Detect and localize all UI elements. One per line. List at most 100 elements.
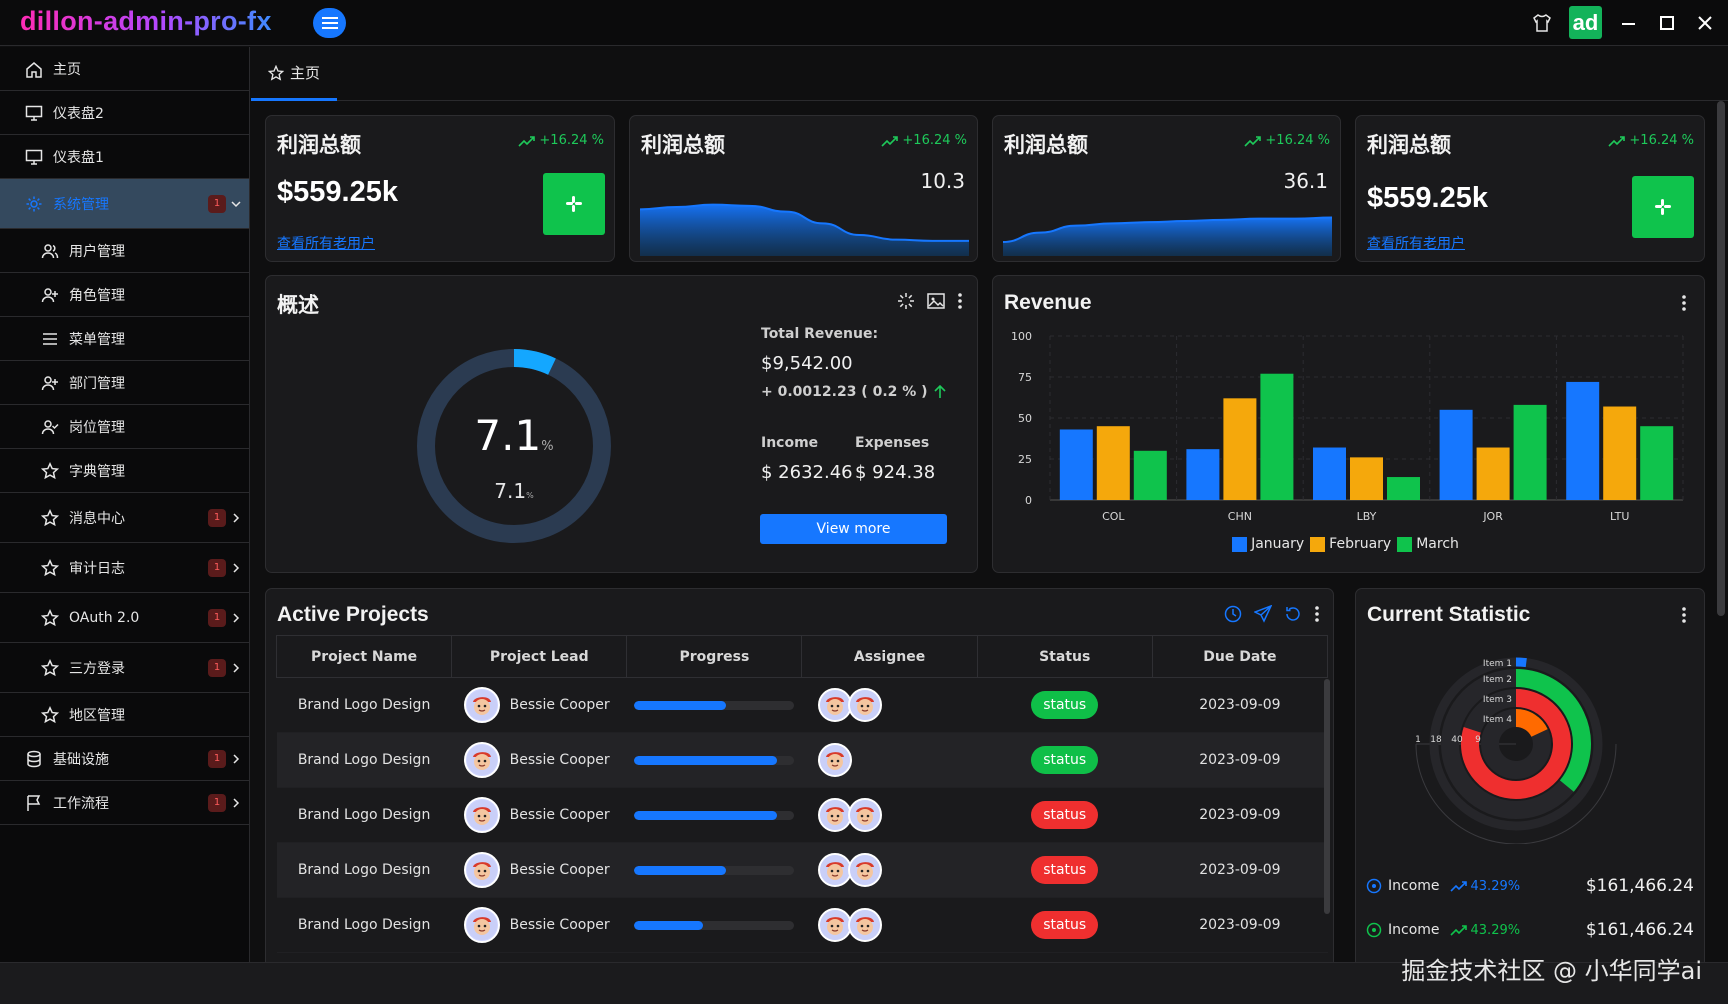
assignee-avatar[interactable] [817,908,852,942]
chevron-right-icon[interactable] [230,662,242,674]
due-date-cell: 2023-09-09 [1152,897,1328,953]
table-row[interactable]: Brand Logo Design Bessie Cooper status 2023… [276,787,1328,843]
assignee-avatar[interactable] [817,688,852,722]
sidebar-item-1[interactable]: 仪表盘2 [0,91,249,135]
status-badge[interactable]: status [1031,691,1099,719]
slack-icon-box[interactable] [543,173,605,235]
clock-icon[interactable] [1224,605,1242,623]
x-tick-label: LTU [1610,510,1629,523]
sidebar-item-7[interactable]: 部门管理 [0,361,249,405]
assignee-avatar[interactable] [817,743,852,777]
assignee-avatar[interactable] [847,908,882,942]
chevron-right-icon[interactable] [230,753,242,765]
status-badge[interactable]: status [1031,801,1099,829]
page-scrollbar[interactable] [1717,101,1725,616]
assignee-cell [801,842,978,898]
assignee-avatar[interactable] [817,798,852,832]
view-old-users-link[interactable]: 查看所有老用户 [277,236,375,252]
sidebar-item-3[interactable]: 系统管理 1 [0,179,249,229]
progress-bar [634,700,795,710]
gear-icon [25,195,43,213]
menu-toggle-button[interactable] [313,8,346,38]
sidebar-item-8[interactable]: 岗位管理 [0,405,249,449]
status-badge[interactable]: status [1031,746,1099,774]
col-header-assignee[interactable]: Assignee [801,635,978,678]
sidebar-item-15[interactable]: 基础设施 1 [0,737,249,781]
theme-shirt-button[interactable] [1531,12,1553,34]
tab-home[interactable]: 主页 [251,47,337,101]
sidebar-item-5[interactable]: 角色管理 [0,273,249,317]
chevron-right-icon[interactable] [230,797,242,809]
table-row[interactable]: Brand Logo Design Bessie Cooper status 2023… [276,732,1328,788]
more-vertical-icon[interactable] [1314,605,1320,623]
legend-item[interactable]: February [1310,536,1391,552]
chevron-right-icon[interactable] [230,612,242,624]
minimize-button[interactable] [1618,12,1640,34]
col-header-progress[interactable]: Progress [626,635,803,678]
notification-badge: 1 [208,558,226,577]
col-header-due-date[interactable]: Due Date [1151,635,1329,678]
sidebar-item-10[interactable]: 消息中心 1 [0,493,249,543]
more-vertical-icon[interactable] [1681,294,1687,312]
chevron-right-icon[interactable] [230,512,242,524]
table-row[interactable]: Brand Logo Design Bessie Cooper status 2023… [276,842,1328,898]
view-old-users-link[interactable]: 查看所有老用户 [1367,236,1465,252]
table-scrollbar[interactable] [1324,679,1330,914]
lead-avatar[interactable] [463,852,500,888]
send-icon[interactable] [1254,605,1272,623]
sidebar-item-12[interactable]: OAuth 2.0 1 [0,593,249,643]
col-header-status[interactable]: Status [976,635,1153,678]
lead-avatar[interactable] [463,907,500,943]
sidebar-item-label: 审计日志 [69,560,125,577]
chevron-down-icon[interactable] [230,198,242,210]
statistic-trend: 43.29% [1470,878,1521,894]
kpi-trend-value: +16.24 % [1629,133,1694,148]
user-check-icon [41,418,59,436]
sidebar-item-label: 工作流程 [53,795,109,812]
loading-icon[interactable] [897,292,915,310]
sidebar-item-4[interactable]: 用户管理 [0,229,249,273]
chevron-right-icon[interactable] [230,562,242,574]
ring-percent-unit: % [541,439,554,454]
assignee-avatar[interactable] [847,853,882,887]
revenue-title: Revenue [1004,291,1092,314]
more-vertical-icon[interactable] [957,292,963,310]
sidebar-item-6[interactable]: 菜单管理 [0,317,249,361]
more-vertical-icon[interactable] [1681,606,1687,624]
assignee-avatar[interactable] [817,853,852,887]
sidebar-item-0[interactable]: 主页 [0,47,249,91]
view-more-button[interactable]: View more [760,514,947,544]
status-bar: 掘金技术社区 @ 小华同学ai [0,957,1728,1004]
close-button[interactable] [1694,12,1716,34]
revenue-bar-chart: 0 25 50 75 100 COL CHN LBY JOR LTU [1011,330,1684,523]
legend-item[interactable]: March [1397,536,1459,552]
assignee-avatar[interactable] [847,688,882,722]
status-badge[interactable]: status [1031,856,1099,884]
col-header-project-lead[interactable]: Project Lead [451,635,628,678]
status-badge[interactable]: status [1031,911,1099,939]
lead-avatar[interactable] [463,742,500,778]
sidebar-item-14[interactable]: 地区管理 [0,693,249,737]
maximize-button[interactable] [1656,12,1678,34]
y-tick-label: 0 [1025,494,1032,507]
assignee-avatar[interactable] [847,798,882,832]
sidebar-item-16[interactable]: 工作流程 1 [0,781,249,825]
sidebar-item-2[interactable]: 仪表盘1 [0,135,249,179]
progress-fill [634,755,777,765]
table-row[interactable]: Brand Logo Design Bessie Cooper status 2023… [276,677,1328,733]
sidebar-item-13[interactable]: 三方登录 1 [0,643,249,693]
table-row[interactable]: Brand Logo Design Bessie Cooper status 2023… [276,897,1328,953]
sidebar-item-11[interactable]: 审计日志 1 [0,543,249,593]
user-avatar[interactable]: ad [1569,6,1602,39]
star-icon [41,608,59,627]
lead-avatar[interactable] [463,797,500,833]
image-icon[interactable] [927,292,945,310]
slack-icon-box[interactable] [1632,176,1694,238]
sidebar-item-9[interactable]: 字典管理 [0,449,249,493]
legend-item[interactable]: January [1232,536,1304,552]
statistic-label: Income [1388,878,1440,894]
col-header-project-name[interactable]: Project Name [275,635,453,678]
refresh-icon[interactable] [1284,605,1302,623]
lead-avatar[interactable] [463,687,500,723]
project-lead-cell: Bessie Cooper [451,732,627,788]
